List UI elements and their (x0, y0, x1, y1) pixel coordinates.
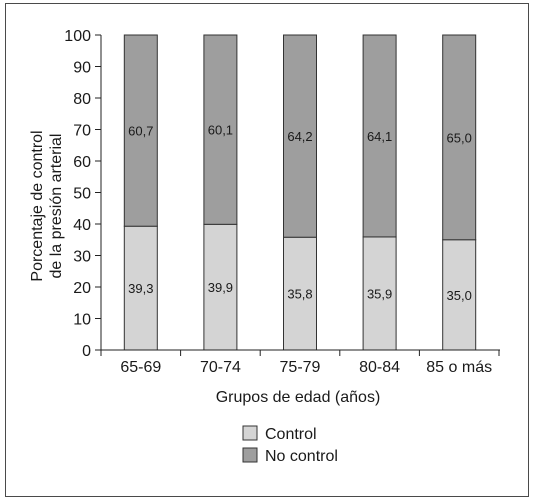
y-tick-label: 60 (73, 154, 91, 171)
y-tick-label: 90 (73, 60, 91, 77)
bar-segment-no-control (442, 34, 477, 241)
x-tick-label: 85 o más (426, 359, 492, 376)
bar-segment-control (442, 239, 477, 351)
y-axis-label-line-2: de la presión arterial (48, 134, 65, 279)
x-tick-label: 70-74 (200, 359, 241, 376)
x-tick-label: 80-84 (359, 359, 400, 376)
chart-frame (5, 3, 529, 497)
data-label: 39,9 (208, 280, 233, 295)
y-axis: 0 10 20 30 40 50 60 70 80 90 100 (64, 28, 102, 360)
data-label: 35,9 (367, 286, 392, 301)
y-tick-label: 80 (73, 91, 91, 108)
y-axis-label-line-1: Porcentaje de control (29, 130, 46, 281)
y-axis-label: Porcentaje de control de la presión arte… (29, 130, 65, 281)
legend-swatch (242, 447, 258, 463)
bar-segment-no-control (203, 34, 238, 225)
bars: 39,3 60,7 39,9 60,1 35,8 64,2 35,9 64,1 35,0 65,0 (123, 34, 477, 351)
x-axis-label: Grupos de edad (años) (216, 389, 381, 406)
legend-label: No control (265, 448, 338, 465)
data-label: 64,2 (287, 129, 312, 144)
y-tick-label: 70 (73, 123, 91, 140)
data-label: 60,7 (128, 124, 153, 139)
legend-swatch (242, 425, 258, 441)
bar-segment-no-control (283, 34, 317, 238)
legend: Control No control (242, 425, 338, 465)
y-tick-label: 40 (73, 217, 91, 234)
bar-segment-no-control (123, 34, 158, 227)
data-label: 65,0 (447, 130, 472, 145)
y-tick-label: 10 (73, 312, 91, 329)
legend-label: Control (265, 426, 317, 443)
y-tick-label: 50 (73, 186, 91, 203)
y-tick-label: 30 (73, 249, 91, 266)
bar-segment-no-control (362, 34, 397, 238)
bar-segment-control (362, 236, 397, 351)
data-label: 35,8 (287, 287, 312, 302)
y-tick-label: 100 (64, 28, 91, 45)
x-tick-label: 75-79 (280, 359, 321, 376)
x-axis: 65-69 70-74 75-79 80-84 85 o más (100, 349, 500, 376)
data-label: 39,3 (128, 281, 153, 296)
data-label: 64,1 (367, 129, 392, 144)
x-tick-label: 65-69 (120, 359, 161, 376)
y-tick-label: 20 (73, 280, 91, 297)
data-label: 35,0 (447, 288, 472, 303)
data-label: 60,1 (208, 123, 233, 138)
y-tick-label: 0 (82, 343, 91, 360)
